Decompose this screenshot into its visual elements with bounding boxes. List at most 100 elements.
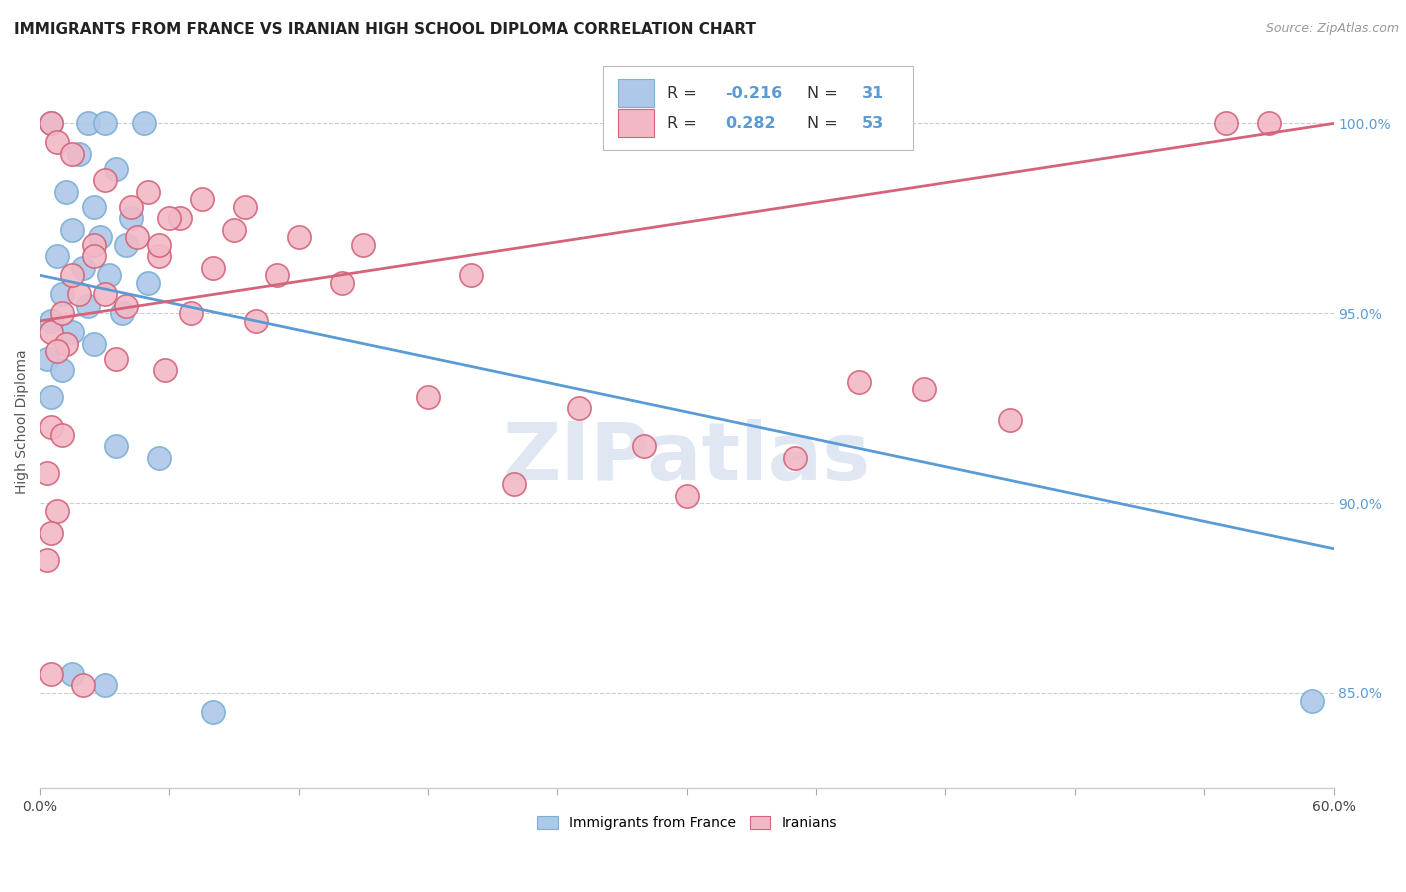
Point (104, 439, 127, 453)
Point (35, 351, 58, 366)
Point (148, 238, 170, 252)
Point (51, 363, 73, 377)
Text: Source: ZipAtlas.com: Source: ZipAtlas.com (1265, 22, 1399, 36)
Point (62, 268, 84, 283)
Point (35, 466, 58, 480)
Point (55, 185, 77, 199)
Point (94, 287, 117, 301)
Point (94, 678, 117, 692)
FancyBboxPatch shape (603, 66, 912, 151)
Point (245, 314, 267, 328)
Point (1215, 116, 1237, 130)
Point (67, 287, 90, 301)
Point (98, 268, 121, 283)
Point (76, 116, 98, 130)
Point (233, 200, 256, 214)
Point (460, 268, 482, 283)
Point (120, 211, 142, 226)
Text: N =: N = (807, 86, 844, 101)
Point (62, 667, 84, 681)
Point (62, 146, 84, 161)
Point (675, 489, 697, 503)
Text: ZIPatlas: ZIPatlas (503, 419, 870, 497)
Point (83, 336, 105, 351)
Point (39, 390, 62, 404)
Point (201, 260, 224, 275)
Point (568, 401, 591, 416)
Point (72, 260, 94, 275)
Point (503, 477, 526, 491)
Point (120, 200, 142, 214)
Point (148, 249, 170, 263)
Point (39, 526, 62, 541)
Point (67, 146, 90, 161)
Text: 31: 31 (862, 86, 884, 101)
Legend: Immigrants from France, Iranians: Immigrants from France, Iranians (531, 810, 842, 836)
Point (39, 116, 62, 130)
Point (783, 450, 806, 465)
Point (89, 230, 111, 244)
Point (104, 351, 127, 366)
Text: R =: R = (668, 86, 702, 101)
Point (153, 363, 176, 377)
Point (111, 306, 134, 320)
Point (1257, 116, 1279, 130)
Point (159, 211, 181, 226)
Point (148, 450, 170, 465)
Point (266, 268, 288, 283)
Point (353, 238, 375, 252)
Y-axis label: High School Diploma: High School Diploma (15, 349, 30, 494)
Point (136, 276, 159, 290)
Point (191, 193, 214, 207)
Point (39, 116, 62, 130)
Point (288, 230, 311, 244)
Point (418, 390, 440, 404)
Point (55, 336, 77, 351)
Point (39, 326, 62, 340)
Text: N =: N = (807, 116, 844, 131)
Point (62, 223, 84, 237)
Text: R =: R = (668, 116, 702, 131)
Point (912, 382, 935, 396)
Point (83, 238, 105, 252)
FancyBboxPatch shape (619, 110, 654, 137)
Point (330, 276, 353, 290)
Point (51, 427, 73, 442)
Point (224, 223, 246, 237)
Point (39, 667, 62, 681)
Point (94, 116, 117, 130)
Point (39, 420, 62, 434)
Point (76, 299, 98, 313)
Point (998, 412, 1021, 426)
Point (201, 705, 224, 719)
Point (1301, 693, 1323, 707)
Text: IMMIGRANTS FROM FRANCE VS IRANIAN HIGH SCHOOL DIPLOMA CORRELATION CHART: IMMIGRANTS FROM FRANCE VS IRANIAN HIGH S… (14, 22, 756, 37)
Point (35, 553, 58, 567)
Point (115, 238, 138, 252)
Text: -0.216: -0.216 (725, 86, 783, 101)
Point (39, 314, 62, 328)
Point (46, 504, 69, 518)
Point (94, 173, 117, 187)
Text: 53: 53 (862, 116, 884, 131)
FancyBboxPatch shape (619, 79, 654, 107)
Point (83, 249, 105, 263)
Point (62, 326, 84, 340)
Point (136, 185, 159, 199)
Point (83, 200, 105, 214)
Point (46, 249, 69, 263)
Point (46, 344, 69, 359)
Point (51, 287, 73, 301)
Point (72, 678, 94, 692)
Point (180, 306, 202, 320)
Point (633, 439, 655, 453)
Point (169, 211, 191, 226)
Point (104, 161, 127, 176)
Text: 0.282: 0.282 (725, 116, 776, 131)
Point (115, 299, 138, 313)
Point (46, 136, 69, 150)
Point (51, 306, 73, 320)
Point (132, 116, 155, 130)
Point (127, 230, 149, 244)
Point (848, 375, 870, 389)
